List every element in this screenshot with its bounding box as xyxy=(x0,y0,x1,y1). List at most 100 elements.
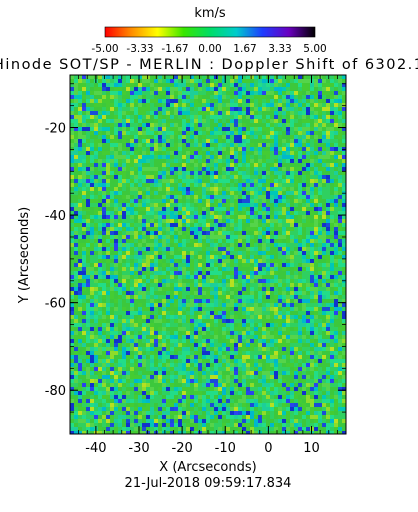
heatmap-cell xyxy=(138,283,142,287)
heatmap-cell xyxy=(270,275,274,279)
heatmap-cell xyxy=(330,187,334,191)
heatmap-cell xyxy=(130,119,134,123)
heatmap-cell xyxy=(342,163,346,167)
heatmap-cell xyxy=(150,311,154,315)
heatmap-cell xyxy=(146,343,150,347)
heatmap-cell xyxy=(222,315,226,319)
heatmap-cell xyxy=(122,83,126,87)
heatmap-cell xyxy=(106,251,110,255)
heatmap-cell xyxy=(94,351,98,355)
heatmap-cell xyxy=(270,327,274,331)
heatmap-cell xyxy=(134,223,138,227)
heatmap-cell xyxy=(278,335,282,339)
heatmap-cell xyxy=(74,363,78,367)
heatmap-cell xyxy=(190,355,194,359)
heatmap-cell xyxy=(78,227,82,231)
heatmap-cell xyxy=(302,95,306,99)
heatmap-cell xyxy=(238,331,242,335)
heatmap-cell xyxy=(278,107,282,111)
heatmap-cell xyxy=(122,151,126,155)
heatmap-cell xyxy=(326,75,330,79)
heatmap-cell xyxy=(234,215,238,219)
heatmap-cell xyxy=(270,127,274,131)
heatmap-cell xyxy=(98,75,102,79)
heatmap-cell xyxy=(330,195,334,199)
heatmap-cell xyxy=(194,147,198,151)
heatmap-cell xyxy=(286,175,290,179)
heatmap-cell xyxy=(82,223,86,227)
heatmap-cell xyxy=(234,339,238,343)
heatmap-cell xyxy=(194,259,198,263)
heatmap-cell xyxy=(202,119,206,123)
heatmap-cell xyxy=(242,159,246,163)
heatmap-cell xyxy=(226,243,230,247)
heatmap-cell xyxy=(194,347,198,351)
heatmap-cell xyxy=(138,115,142,119)
heatmap-cell xyxy=(190,103,194,107)
heatmap-cell xyxy=(130,107,134,111)
heatmap-cell xyxy=(86,199,90,203)
heatmap-cell xyxy=(202,239,206,243)
heatmap-cell xyxy=(174,179,178,183)
heatmap-cell xyxy=(90,91,94,95)
heatmap-cell xyxy=(194,303,198,307)
heatmap-cell xyxy=(318,351,322,355)
heatmap-cell xyxy=(102,115,106,119)
heatmap-cell xyxy=(274,355,278,359)
heatmap-cell xyxy=(278,131,282,135)
heatmap-cell xyxy=(294,227,298,231)
heatmap-cell xyxy=(206,263,210,267)
heatmap-cell xyxy=(214,215,218,219)
heatmap-cell xyxy=(302,311,306,315)
heatmap-cell xyxy=(130,79,134,83)
heatmap-cell xyxy=(198,223,202,227)
heatmap-cell xyxy=(114,339,118,343)
heatmap-cell xyxy=(98,331,102,335)
heatmap-cell xyxy=(286,239,290,243)
heatmap-cell xyxy=(274,163,278,167)
heatmap-cell xyxy=(158,191,162,195)
heatmap-cell xyxy=(118,167,122,171)
heatmap-cell xyxy=(110,99,114,103)
heatmap-cell xyxy=(186,195,190,199)
heatmap-cell xyxy=(234,355,238,359)
heatmap-cell xyxy=(110,331,114,335)
heatmap-cell xyxy=(290,223,294,227)
heatmap-cell xyxy=(78,75,82,79)
heatmap-cell xyxy=(318,243,322,247)
heatmap-cell xyxy=(198,339,202,343)
heatmap-cell xyxy=(270,131,274,135)
heatmap-cell xyxy=(114,95,118,99)
heatmap-cell xyxy=(154,315,158,319)
heatmap-cell xyxy=(114,91,118,95)
heatmap-cell xyxy=(338,79,342,83)
heatmap-cell xyxy=(314,119,318,123)
heatmap-cell xyxy=(330,123,334,127)
heatmap-cell xyxy=(74,175,78,179)
heatmap-cell xyxy=(122,91,126,95)
heatmap-cell xyxy=(306,275,310,279)
heatmap-cell xyxy=(90,107,94,111)
heatmap-cell xyxy=(294,139,298,143)
heatmap-cell xyxy=(338,231,342,235)
heatmap-cell xyxy=(178,275,182,279)
heatmap-cell xyxy=(110,339,114,343)
heatmap-cell xyxy=(94,255,98,259)
heatmap-cell xyxy=(330,75,334,79)
heatmap-cell xyxy=(82,327,86,331)
heatmap-cell xyxy=(126,239,130,243)
heatmap-cell xyxy=(302,347,306,351)
heatmap-cell xyxy=(190,351,194,355)
heatmap-cell xyxy=(122,95,126,99)
heatmap-cell xyxy=(238,287,242,291)
heatmap-cell xyxy=(98,135,102,139)
heatmap-cell xyxy=(206,347,210,351)
heatmap-cell xyxy=(250,151,254,155)
heatmap-cell xyxy=(166,191,170,195)
heatmap-cell xyxy=(134,343,138,347)
heatmap-cell xyxy=(310,87,314,91)
heatmap-cell xyxy=(330,263,334,267)
heatmap-cell xyxy=(282,315,286,319)
heatmap-cell xyxy=(298,207,302,211)
heatmap-cell xyxy=(254,251,258,255)
